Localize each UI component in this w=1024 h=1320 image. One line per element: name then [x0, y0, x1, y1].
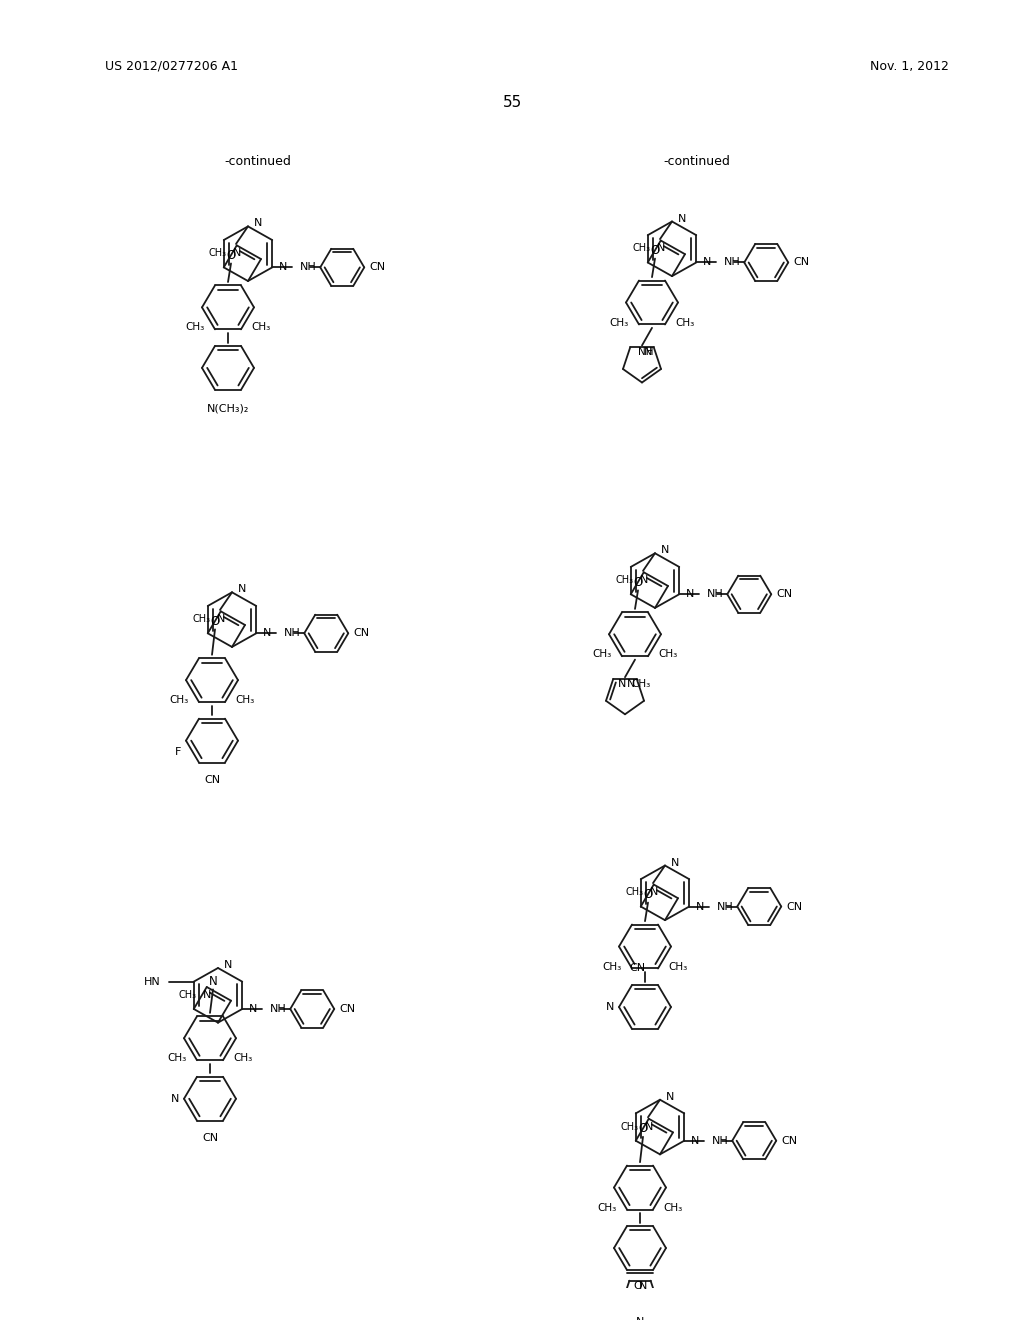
Text: NH: NH: [285, 628, 301, 639]
Text: CH₃: CH₃: [598, 1203, 617, 1213]
Text: US 2012/0277206 A1: US 2012/0277206 A1: [105, 59, 238, 73]
Text: CH₃: CH₃: [185, 322, 205, 333]
Text: N: N: [686, 589, 694, 599]
Text: N: N: [644, 1122, 653, 1131]
Text: 55: 55: [503, 95, 521, 110]
Text: N: N: [171, 1094, 179, 1104]
Text: O: O: [650, 244, 659, 257]
Text: CN: CN: [204, 775, 220, 784]
Text: N: N: [203, 990, 211, 999]
Text: CH₃: CH₃: [633, 243, 651, 253]
Text: CH₃: CH₃: [658, 649, 677, 659]
Text: NH: NH: [638, 347, 653, 358]
Text: CN: CN: [786, 902, 803, 912]
Text: CH₃: CH₃: [675, 318, 694, 327]
Text: CH₃: CH₃: [663, 1203, 682, 1213]
Text: CH₃: CH₃: [609, 318, 629, 327]
Text: N: N: [636, 1317, 644, 1320]
Text: CH₃: CH₃: [603, 961, 622, 972]
Text: CH₃: CH₃: [251, 322, 270, 333]
Text: N: N: [224, 960, 232, 970]
Text: CH₃: CH₃: [631, 678, 650, 689]
Text: CN: CN: [370, 263, 385, 272]
Text: CN: CN: [202, 1133, 218, 1143]
Text: CH₃: CH₃: [668, 961, 687, 972]
Text: N: N: [605, 1002, 614, 1012]
Text: NH: NH: [300, 263, 317, 272]
Text: CH₃: CH₃: [193, 614, 211, 624]
Text: F: F: [175, 747, 181, 758]
Text: -continued: -continued: [664, 154, 730, 168]
Text: CH₃: CH₃: [209, 248, 227, 259]
Text: N: N: [209, 975, 217, 989]
Text: CN: CN: [353, 628, 370, 639]
Text: NH: NH: [717, 902, 734, 912]
Text: N: N: [666, 1092, 675, 1102]
Text: N: N: [232, 248, 241, 259]
Text: O: O: [226, 249, 236, 263]
Text: CH₃: CH₃: [621, 1122, 639, 1131]
Text: N: N: [649, 887, 657, 898]
Text: N: N: [643, 347, 652, 358]
Text: CN: CN: [794, 257, 809, 268]
Text: CH₃: CH₃: [615, 576, 634, 585]
Text: Nov. 1, 2012: Nov. 1, 2012: [870, 59, 949, 73]
Text: N: N: [627, 678, 635, 689]
Text: CN: CN: [339, 1005, 355, 1014]
Text: N: N: [238, 585, 247, 594]
Text: O: O: [633, 1280, 642, 1291]
Text: NH: NH: [708, 589, 724, 599]
Text: O: O: [210, 615, 219, 628]
Text: N: N: [691, 1135, 699, 1146]
Text: HN: HN: [144, 977, 161, 986]
Text: N: N: [618, 678, 627, 689]
Text: O: O: [638, 1122, 647, 1135]
Text: N: N: [703, 257, 712, 268]
Text: CH₃: CH₃: [593, 649, 612, 659]
Text: N: N: [254, 218, 262, 228]
Text: N: N: [662, 545, 670, 556]
Text: CH₃: CH₃: [233, 1053, 252, 1064]
Text: NH: NH: [724, 257, 741, 268]
Text: N: N: [640, 576, 648, 585]
Text: O: O: [643, 888, 652, 902]
Text: CH₃: CH₃: [626, 887, 644, 898]
Text: N: N: [696, 902, 705, 912]
Text: CN: CN: [629, 964, 645, 973]
Text: NH: NH: [713, 1135, 729, 1146]
Text: N: N: [638, 1280, 647, 1291]
Text: O: O: [634, 576, 643, 589]
Text: N: N: [678, 214, 686, 223]
Text: CH₃: CH₃: [168, 1053, 187, 1064]
Text: CN: CN: [781, 1135, 798, 1146]
Text: NH: NH: [270, 1005, 287, 1014]
Text: CN: CN: [776, 589, 793, 599]
Text: -continued: -continued: [224, 154, 292, 168]
Text: CH₃: CH₃: [179, 990, 197, 999]
Text: CH₃: CH₃: [234, 696, 254, 705]
Text: N: N: [216, 614, 225, 624]
Text: N: N: [263, 628, 271, 639]
Text: N(CH₃)₂: N(CH₃)₂: [207, 404, 249, 414]
Text: N: N: [280, 263, 288, 272]
Text: N: N: [656, 243, 665, 253]
Text: CH₃: CH₃: [170, 696, 189, 705]
Text: N: N: [249, 1005, 258, 1014]
Text: N: N: [671, 858, 679, 867]
